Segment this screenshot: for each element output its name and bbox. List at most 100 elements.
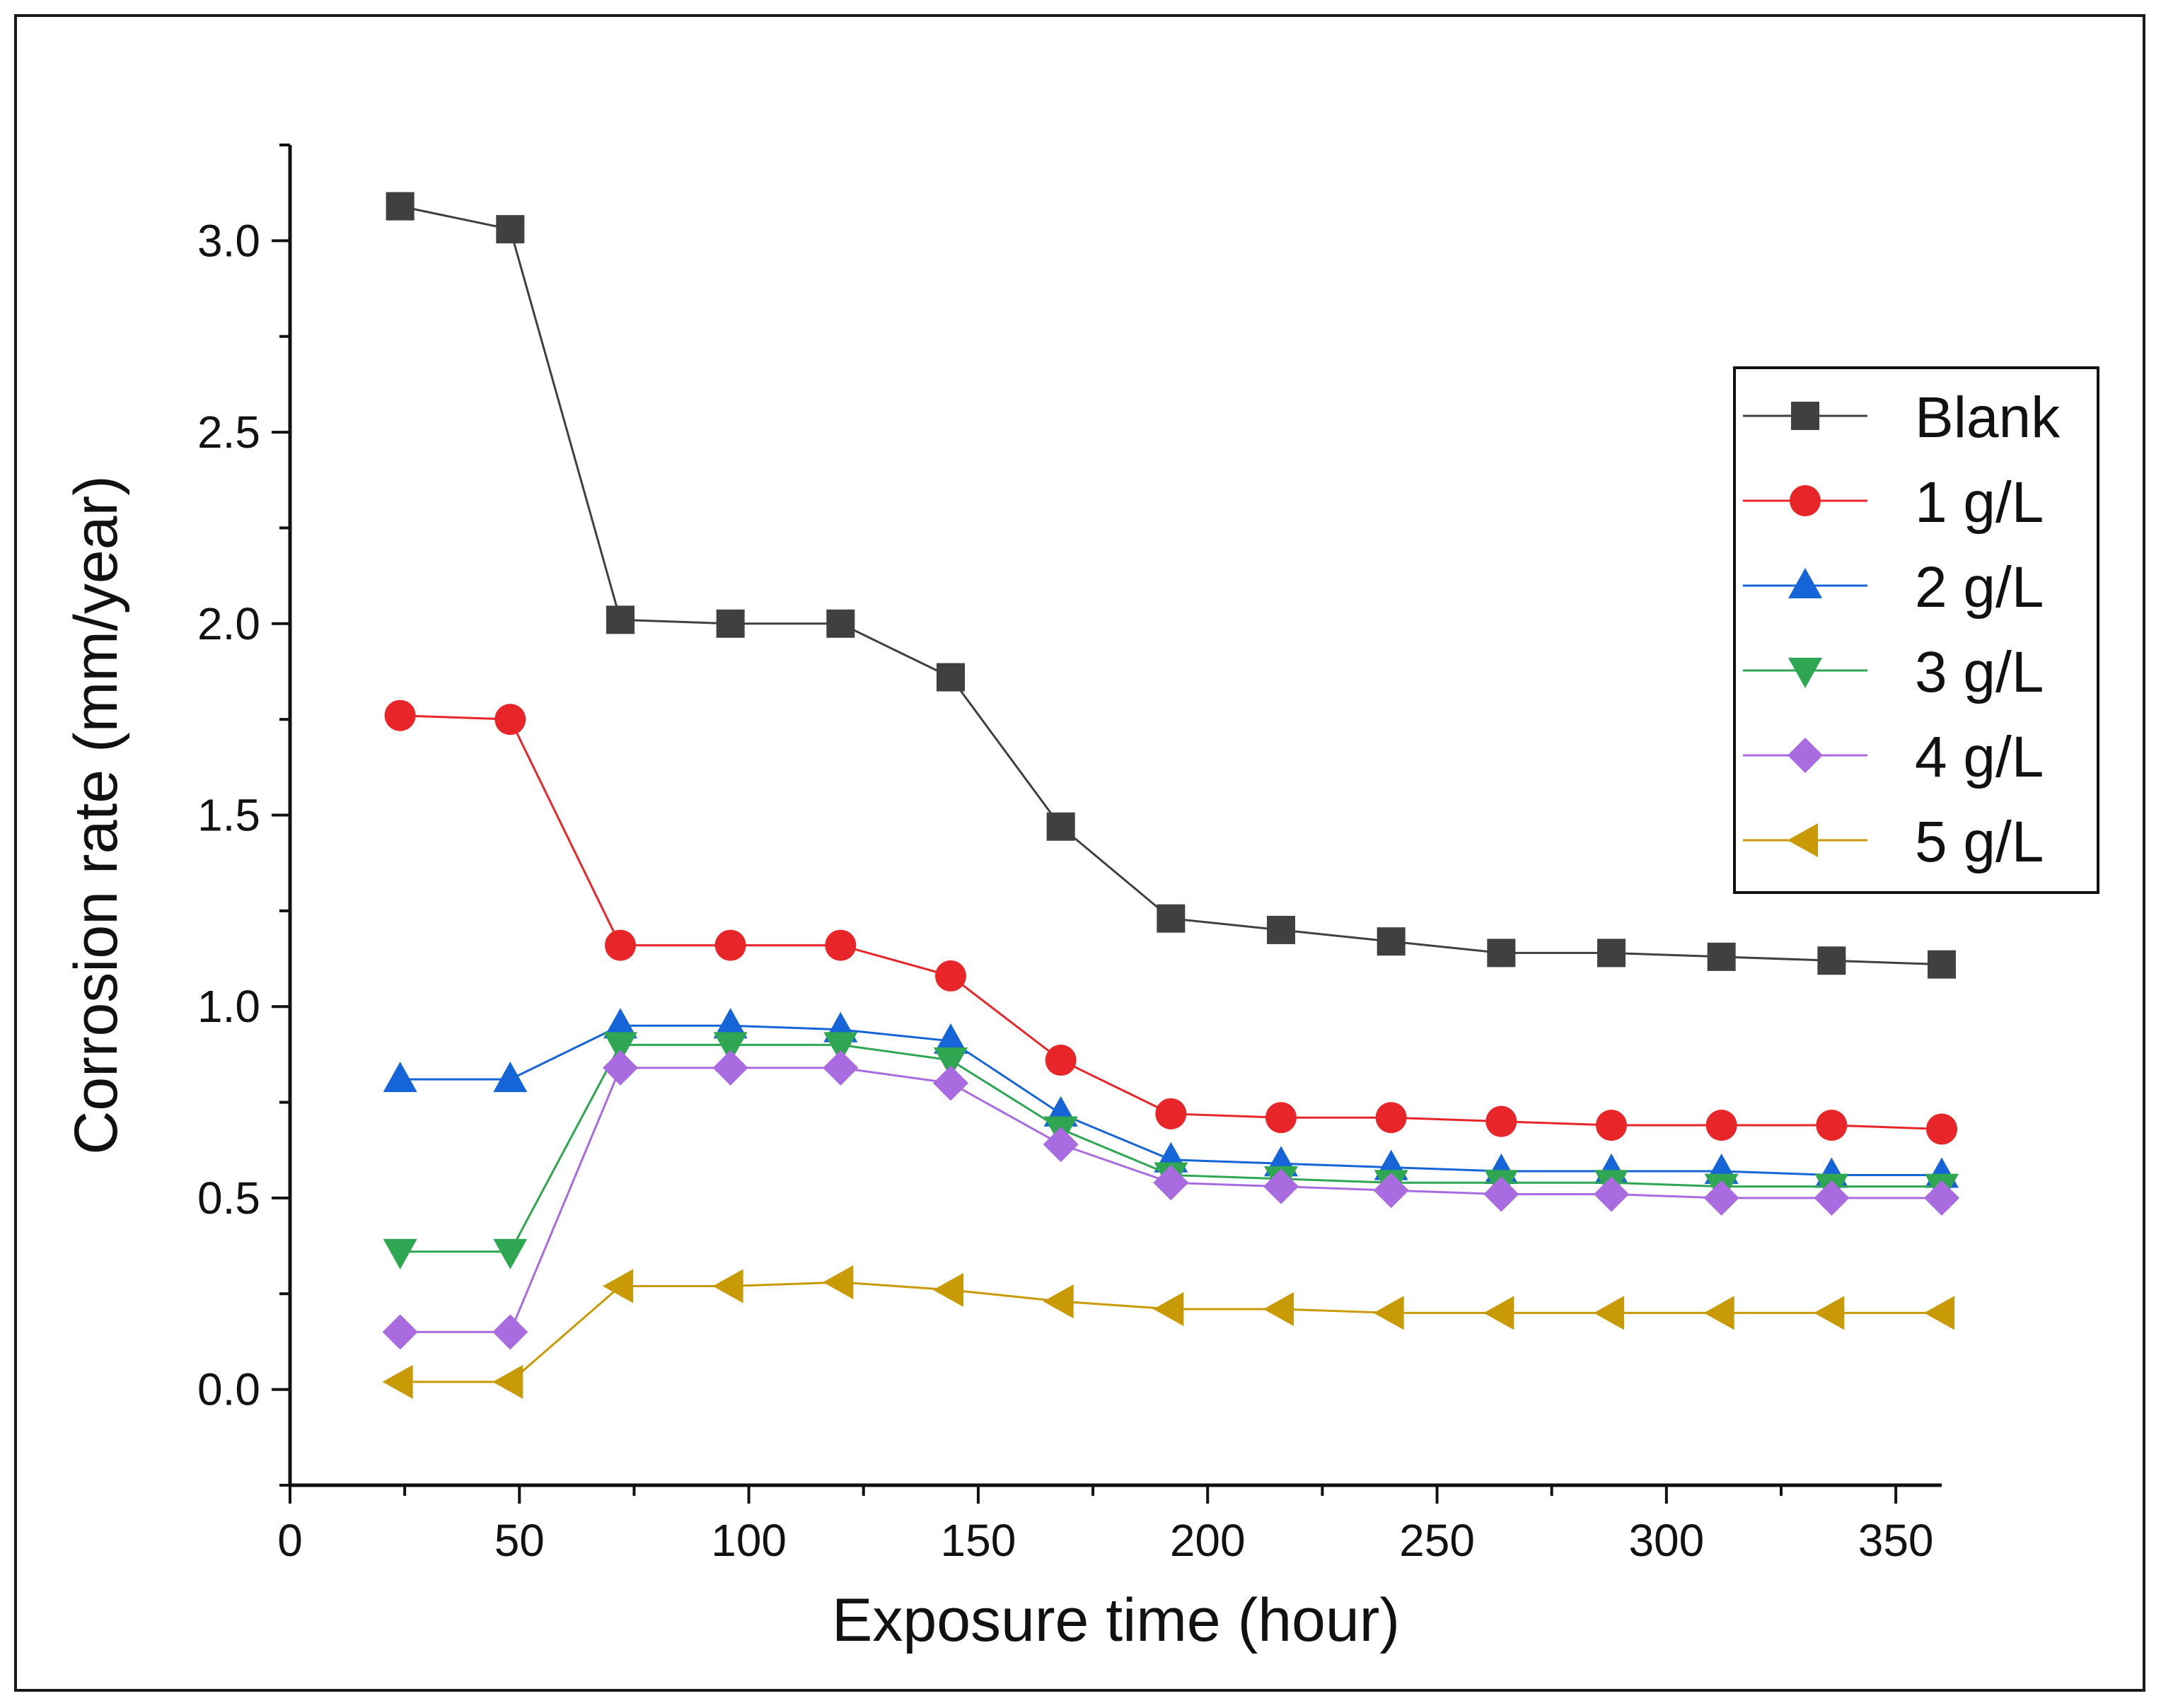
data-point	[1814, 1180, 1850, 1216]
data-point	[1046, 812, 1075, 841]
data-point	[382, 1364, 413, 1399]
data-point	[382, 1314, 418, 1350]
data-point	[1597, 939, 1626, 968]
legend-label: 2 g/L	[1915, 555, 2044, 620]
data-point	[1373, 1296, 1404, 1330]
data-point	[1377, 927, 1406, 956]
data-point	[1703, 1296, 1734, 1330]
data-point	[1485, 1105, 1517, 1137]
data-point	[383, 1062, 417, 1093]
data-point	[1153, 1291, 1184, 1326]
legend-marker	[1791, 402, 1819, 430]
data-point	[823, 1265, 854, 1300]
legend-label: 4 g/L	[1915, 725, 2044, 789]
legend-item: Blank	[1743, 385, 2061, 450]
data-point	[606, 605, 635, 634]
data-point	[713, 1032, 748, 1063]
x-tick-label: 250	[1399, 1515, 1475, 1566]
data-point	[1594, 1296, 1624, 1330]
data-point	[933, 1272, 963, 1307]
data-point	[1816, 1110, 1848, 1141]
x-tick-label: 50	[494, 1515, 545, 1566]
legend: Blank 1 g/L 2 g/L 3 g/L 4 g/L 5 g/L	[1733, 366, 2099, 894]
data-point	[823, 1032, 858, 1063]
y-tick-label: 1.5	[197, 790, 260, 841]
data-point	[934, 1023, 968, 1054]
y-tick-label: 0.5	[197, 1173, 260, 1224]
data-point	[1487, 939, 1516, 968]
data-point	[492, 1364, 523, 1399]
y-tick-label: 2.5	[197, 407, 260, 458]
x-axis-title: Exposure time (hour)	[832, 1586, 1400, 1654]
data-point	[1043, 1284, 1074, 1319]
data-point	[1924, 1180, 1959, 1216]
x-tick-label: 350	[1858, 1515, 1934, 1566]
y-tick-label: 2.0	[197, 598, 260, 649]
series-5-g-l	[382, 1265, 1954, 1399]
data-point	[825, 929, 857, 961]
series-layer	[382, 192, 1959, 1399]
data-point	[1263, 1168, 1299, 1204]
data-point	[937, 663, 965, 692]
legend-marker	[1788, 658, 1822, 688]
figure-frame	[14, 14, 2145, 1692]
data-point	[1926, 1113, 1957, 1145]
legend-item: 4 g/L	[1743, 725, 2044, 789]
legend-item: 5 g/L	[1743, 810, 2044, 874]
data-point	[383, 1238, 417, 1270]
data-point	[714, 929, 746, 961]
data-point	[1045, 1045, 1077, 1076]
data-point	[496, 215, 525, 244]
y-tick-label: 3.0	[197, 215, 260, 266]
data-point	[934, 1047, 968, 1079]
data-point	[1263, 1291, 1294, 1326]
legend-label: 5 g/L	[1915, 810, 2044, 874]
legend-label: 1 g/L	[1915, 470, 2044, 535]
data-point	[1373, 1173, 1409, 1209]
x-tick-label: 100	[711, 1515, 787, 1566]
y-tick-label: 1.0	[197, 981, 260, 1032]
data-point	[1707, 942, 1736, 971]
y-axis-title: Corrosion rate (mm/year)	[62, 475, 130, 1155]
legend-item: 2 g/L	[1743, 555, 2044, 620]
series-blank	[386, 192, 1956, 979]
data-point	[823, 1050, 859, 1086]
legend-label: Blank	[1915, 385, 2061, 450]
data-point	[1153, 1165, 1189, 1201]
data-point	[1596, 1110, 1627, 1141]
data-point	[603, 1008, 637, 1039]
data-point	[386, 192, 415, 221]
data-point	[384, 699, 416, 731]
legend-marker	[1788, 738, 1823, 773]
data-point	[933, 1065, 968, 1101]
x-tick-label: 200	[1170, 1515, 1246, 1566]
data-point	[494, 704, 526, 736]
x-tick-label: 150	[941, 1515, 1016, 1566]
data-point	[1705, 1110, 1737, 1141]
data-point	[493, 1062, 528, 1093]
data-point	[712, 1050, 748, 1086]
data-point	[1265, 1102, 1297, 1134]
legend-marker	[1788, 568, 1822, 598]
legend-label: 3 g/L	[1915, 640, 2044, 704]
data-point	[1928, 950, 1956, 979]
data-point	[1814, 1296, 1845, 1330]
data-point	[492, 1314, 528, 1350]
data-point	[826, 609, 855, 638]
series-1-g-l	[384, 699, 1957, 1145]
x-tick-label: 0	[277, 1515, 303, 1566]
data-point	[1155, 1098, 1187, 1129]
data-point	[603, 1050, 638, 1086]
axes: 0 50 100 150 200 250 300 350 0.0 0.5 1.0 1.5 2.0 2.5 3…	[197, 144, 1942, 1566]
data-point	[716, 609, 745, 638]
data-point	[1924, 1296, 1954, 1330]
data-point	[1817, 946, 1846, 975]
data-point	[493, 1238, 528, 1270]
data-point	[1267, 915, 1295, 944]
data-point	[1483, 1176, 1519, 1212]
data-point	[1375, 1102, 1407, 1134]
data-point	[1043, 1127, 1079, 1163]
legend-box	[1733, 366, 2099, 894]
legend-marker	[1790, 485, 1821, 516]
